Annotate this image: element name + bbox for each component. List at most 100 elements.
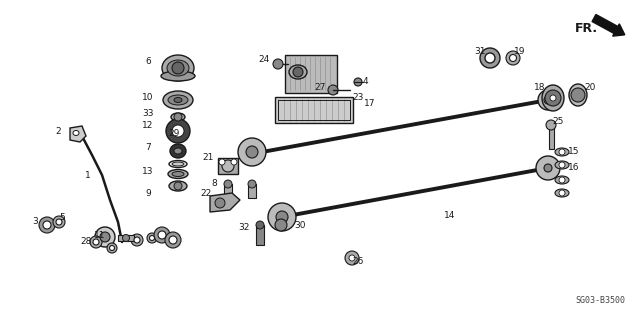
Circle shape (100, 232, 110, 242)
Text: 24: 24 (259, 56, 269, 64)
Circle shape (131, 234, 143, 246)
Circle shape (506, 51, 520, 65)
Text: 1: 1 (85, 170, 91, 180)
Text: 14: 14 (444, 211, 456, 219)
Text: 17: 17 (364, 100, 376, 108)
Text: 31: 31 (474, 48, 486, 56)
Ellipse shape (542, 85, 564, 111)
FancyArrow shape (592, 14, 625, 36)
Circle shape (154, 227, 170, 243)
Text: 29: 29 (168, 130, 180, 138)
Text: 23: 23 (352, 93, 364, 102)
Circle shape (345, 251, 359, 265)
Circle shape (559, 190, 565, 196)
Text: SG03-B3500: SG03-B3500 (575, 296, 625, 305)
Circle shape (559, 149, 565, 155)
Text: 9: 9 (145, 189, 151, 197)
Circle shape (248, 180, 256, 188)
Circle shape (536, 156, 560, 180)
Circle shape (559, 162, 565, 168)
Text: 10: 10 (142, 93, 154, 102)
Circle shape (43, 221, 51, 229)
Text: 18: 18 (534, 84, 546, 93)
Text: 3: 3 (32, 218, 38, 226)
Bar (278, 100, 350, 120)
Circle shape (545, 90, 561, 106)
Text: 2: 2 (55, 128, 61, 137)
Circle shape (134, 237, 140, 243)
Circle shape (53, 216, 65, 228)
Text: 6: 6 (145, 57, 151, 66)
Ellipse shape (73, 130, 79, 136)
Ellipse shape (170, 144, 186, 158)
Circle shape (224, 180, 232, 188)
Text: 32: 32 (238, 224, 250, 233)
Circle shape (571, 88, 585, 102)
Text: 12: 12 (142, 122, 154, 130)
Circle shape (165, 232, 181, 248)
Circle shape (150, 235, 154, 241)
Circle shape (93, 239, 99, 245)
Text: 15: 15 (568, 147, 580, 157)
Text: 28: 28 (80, 238, 92, 247)
Circle shape (147, 233, 157, 243)
Ellipse shape (172, 162, 184, 166)
Circle shape (222, 160, 234, 172)
Text: 30: 30 (294, 220, 306, 229)
Circle shape (169, 236, 177, 244)
Ellipse shape (172, 172, 184, 176)
Circle shape (231, 159, 237, 165)
Ellipse shape (167, 60, 189, 76)
Circle shape (544, 96, 552, 104)
Circle shape (546, 120, 556, 130)
Text: 8: 8 (211, 179, 217, 188)
Ellipse shape (555, 189, 569, 197)
Text: 13: 13 (142, 167, 154, 176)
Circle shape (328, 85, 338, 95)
Ellipse shape (161, 71, 195, 81)
Circle shape (485, 53, 495, 63)
Bar (256, 225, 264, 245)
Circle shape (349, 255, 355, 261)
Ellipse shape (569, 84, 587, 106)
Ellipse shape (162, 55, 194, 81)
Circle shape (354, 78, 362, 86)
Circle shape (122, 234, 129, 241)
Ellipse shape (242, 145, 262, 159)
Circle shape (219, 159, 225, 165)
Circle shape (107, 243, 117, 253)
Circle shape (559, 177, 565, 183)
Circle shape (246, 146, 258, 158)
Circle shape (90, 236, 102, 248)
Text: 21: 21 (202, 153, 214, 162)
Text: 7: 7 (145, 144, 151, 152)
Ellipse shape (168, 95, 188, 105)
Text: 11: 11 (94, 231, 106, 240)
Bar (285, 55, 337, 93)
Circle shape (293, 67, 303, 77)
Circle shape (109, 246, 115, 250)
Circle shape (166, 119, 190, 143)
Ellipse shape (174, 98, 182, 102)
Text: FR.: FR. (575, 22, 598, 35)
Bar (224, 184, 232, 198)
Ellipse shape (169, 181, 187, 191)
Circle shape (158, 231, 166, 239)
Circle shape (538, 90, 558, 110)
Circle shape (238, 138, 266, 166)
Bar (275, 97, 353, 123)
Circle shape (215, 198, 225, 208)
Circle shape (550, 95, 556, 101)
Circle shape (39, 217, 55, 233)
Ellipse shape (174, 148, 182, 154)
Circle shape (544, 164, 552, 172)
Circle shape (256, 221, 264, 229)
Polygon shape (210, 193, 240, 212)
Text: 27: 27 (314, 84, 326, 93)
Ellipse shape (171, 113, 185, 121)
Circle shape (268, 203, 296, 231)
Circle shape (172, 62, 184, 74)
Circle shape (95, 227, 115, 247)
Polygon shape (70, 126, 86, 142)
Ellipse shape (163, 91, 193, 109)
